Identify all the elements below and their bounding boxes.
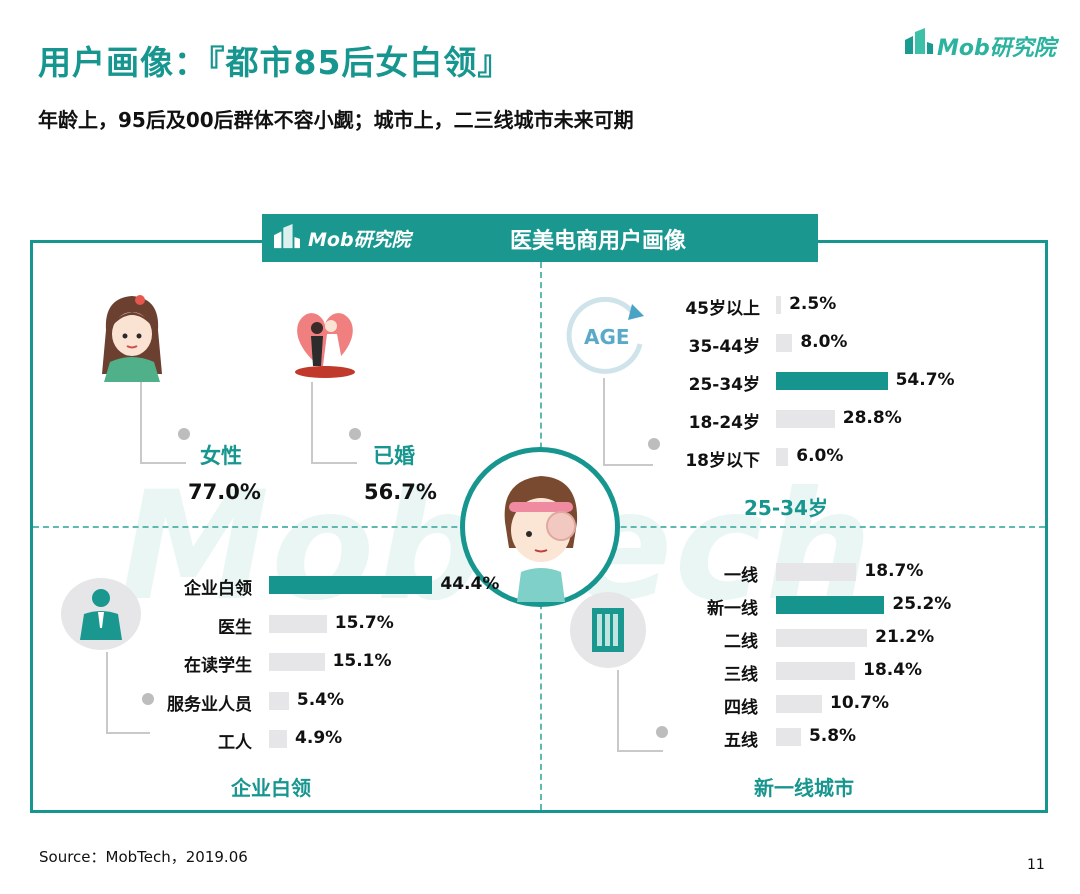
woman-facemask-icon [504,476,578,602]
brand-logo: Mob研究院 [903,28,1063,62]
stat-label-female: 女性 [200,444,242,468]
age-badge-icon: AGE [562,296,654,378]
brand-name: Mob研究院 [937,36,1056,61]
businessman-icon [58,576,144,652]
connector-dot [349,428,361,440]
age-badge-text: AGE [584,325,630,349]
stat-value-female: 77.0% [188,480,261,504]
connector-dot [142,693,154,705]
connector-line [106,652,150,734]
page-number: 11 [1027,857,1045,873]
connector-dot [656,726,668,738]
banner-brand-name: Mob研究院 [308,229,411,251]
connector-dot [648,438,660,450]
stat-value-married: 56.7% [364,480,437,504]
connector-dot [178,428,190,440]
woman-avatar-icon [96,290,168,382]
page-title: 用户画像：『都市85后女白领』 [38,43,512,82]
connector-line [311,382,357,464]
page-subtitle: 年龄上，95后及00后群体不容小觑；城市上，二三线城市未来可期 [38,108,634,132]
connector-line [140,382,186,464]
panel-title: 医美电商用户画像 [510,229,687,254]
source-note: Source：MobTech，2019.06 [39,848,248,866]
center-avatar-circle [460,447,620,607]
stat-label-married: 已婚 [373,444,415,468]
city-building-icon [568,590,648,670]
occupation-caption: 企业白领 [231,776,311,800]
wedding-couple-icon [287,300,363,380]
connector-line [617,670,663,752]
connector-line [603,378,653,466]
age-caption: 25-34岁 [744,496,828,520]
city-caption: 新一线城市 [754,776,854,800]
banner-logo: Mob研究院 [272,224,442,252]
brand-building-icon [905,28,933,54]
banner-building-icon [274,224,300,249]
panel-banner: Mob研究院 医美电商用户画像 [262,214,818,262]
